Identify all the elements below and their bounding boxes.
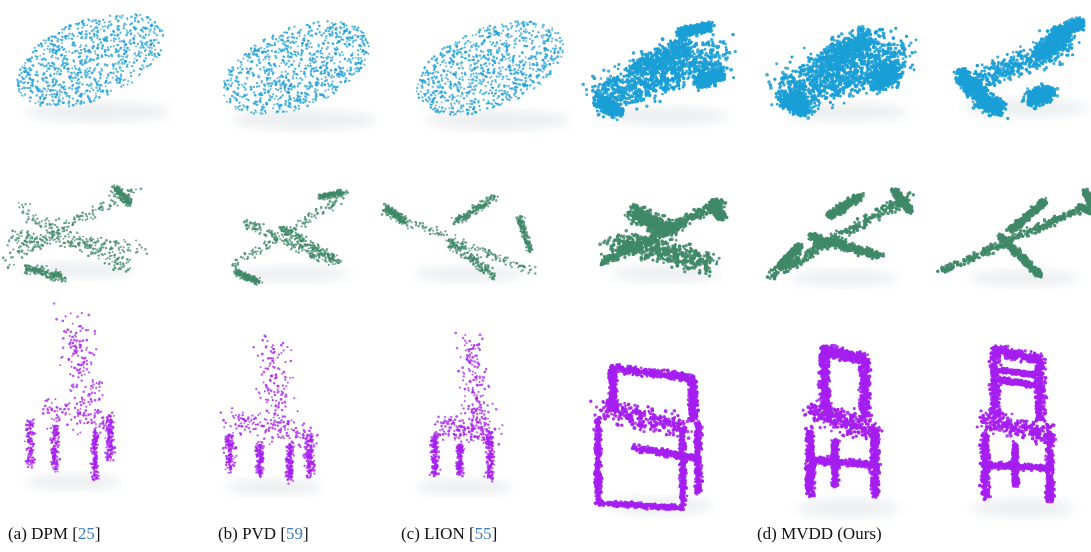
car-cloud-sparse-2 xyxy=(223,20,370,115)
citation-link-59[interactable]: 59 xyxy=(286,524,303,543)
car-cloud-sparse-3 xyxy=(416,20,564,116)
citation-link-25[interactable]: 25 xyxy=(78,524,95,543)
chair-cloud-sparse-2 xyxy=(220,334,319,484)
car-cloud-mvdd-1 xyxy=(581,20,736,121)
caption-mvdd: (d) MVDD (Ours) xyxy=(757,524,882,544)
caption-lion: (c) LION [55] xyxy=(401,524,497,544)
caption-dpm-label: (a) DPM [ xyxy=(8,524,78,543)
chair-cloud-sparse-3 xyxy=(429,332,504,483)
caption-lion-label: (c) LION [ xyxy=(401,524,475,543)
caption-lion-close: ] xyxy=(492,524,498,543)
caption-dpm: (a) DPM [25] xyxy=(8,524,101,544)
chair-cloud-mvdd-3 xyxy=(976,344,1057,503)
caption-pvd-label: (b) PVD [ xyxy=(218,524,286,543)
caption-mvdd-label: (d) MVDD (Ours) xyxy=(757,524,882,543)
chair-cloud-sparse-1 xyxy=(24,302,116,481)
caption-pvd: (b) PVD [59] xyxy=(218,524,309,544)
car-cloud-sparse-1 xyxy=(16,13,164,107)
citation-link-55[interactable]: 55 xyxy=(475,524,492,543)
airplane-cloud-mvdd-2 xyxy=(766,187,915,280)
chair-cloud-mvdd-2 xyxy=(802,344,884,499)
chair-cloud-mvdd-1 xyxy=(589,363,704,511)
caption-pvd-close: ] xyxy=(303,524,309,543)
airplane-cloud-mvdd-3 xyxy=(936,188,1091,279)
airplane-cloud-mvdd-1 xyxy=(598,197,728,277)
caption-dpm-close: ] xyxy=(95,524,101,543)
